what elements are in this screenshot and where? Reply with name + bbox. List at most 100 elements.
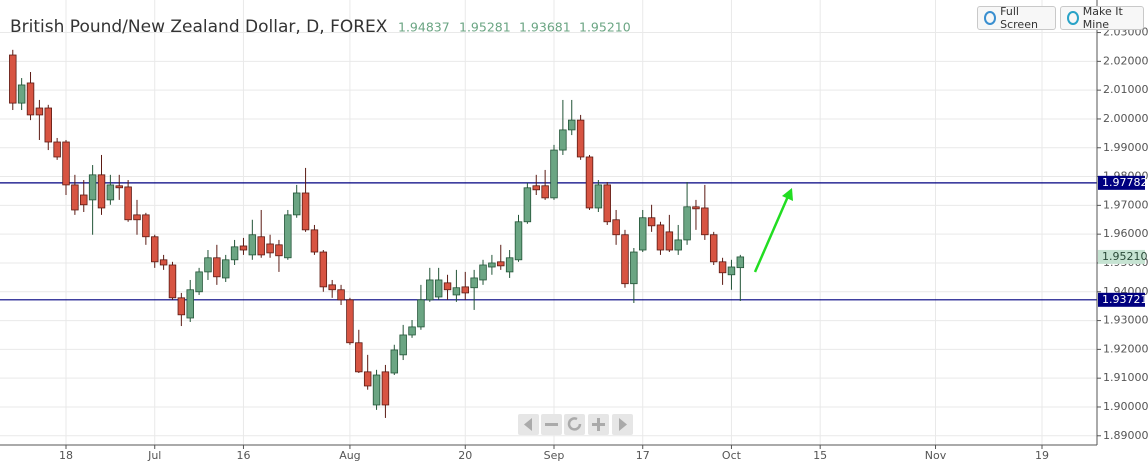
last-price-tag	[1098, 249, 1145, 264]
grid	[0, 0, 1097, 445]
candle-body	[17, 84, 26, 104]
candle-body	[346, 299, 354, 344]
candle-body	[568, 119, 576, 131]
y-tick-label: 2.02000	[1103, 54, 1148, 67]
candle-body	[683, 206, 691, 241]
candle-body	[292, 192, 301, 216]
candle-body	[62, 141, 70, 186]
candle-body	[701, 207, 709, 236]
price-tag	[1098, 292, 1145, 307]
candle-body	[204, 257, 212, 273]
quote-open: 1.94837	[398, 20, 450, 35]
candle-body	[142, 214, 150, 238]
candle-body	[674, 239, 682, 251]
candle-body	[53, 141, 61, 158]
candle-body	[124, 186, 132, 221]
last-price-tag-label: 1.95210	[1102, 250, 1148, 263]
candle-body	[301, 192, 310, 231]
x-tick-label: 18	[59, 449, 73, 462]
icon	[524, 418, 532, 431]
candle-body	[497, 261, 505, 267]
candle-body	[381, 371, 390, 406]
candle-body	[399, 334, 407, 356]
y-tick-label: 1.97000	[1103, 198, 1148, 211]
candle-body	[337, 289, 345, 301]
quote-low: 1.93681	[519, 20, 571, 35]
icon	[597, 418, 600, 431]
y-tick-label: 1.96000	[1103, 227, 1148, 240]
y-tick-label: 1.93000	[1103, 314, 1148, 327]
annotation-arrow	[753, 193, 791, 273]
candle-body	[275, 244, 283, 257]
candle-body	[97, 174, 106, 209]
candle-body	[372, 374, 381, 406]
candle-body	[736, 256, 745, 269]
candle-body	[603, 184, 611, 223]
reset-button[interactable]	[564, 414, 585, 435]
candle-body	[35, 107, 44, 116]
candle-body	[80, 194, 88, 206]
candle-body	[470, 277, 478, 289]
candle-body	[647, 217, 656, 227]
candle-body	[594, 184, 603, 209]
y-tick-label: 2.00000	[1103, 112, 1148, 125]
candles	[9, 49, 745, 418]
chart-title: British Pound/New Zealand Dollar, D, FOR…	[10, 17, 388, 37]
x-tick-label: Sep	[544, 449, 565, 462]
horizontal-lines	[0, 182, 1097, 301]
candle-body	[408, 326, 416, 336]
candle-body	[638, 217, 647, 251]
candle-body	[239, 245, 248, 251]
candle-body	[71, 184, 79, 211]
candle-body	[417, 299, 425, 328]
y-tick-label: 1.90000	[1103, 400, 1148, 413]
axes: 1.890001.900001.910001.920001.930001.940…	[59, 26, 1148, 462]
icon	[984, 11, 997, 25]
candle-body	[443, 282, 452, 291]
candle-body	[26, 82, 35, 116]
candle-body	[363, 371, 372, 387]
candle-body	[230, 246, 239, 261]
annotation-arrowhead	[782, 188, 793, 201]
candle-body	[621, 234, 629, 285]
icon	[619, 418, 627, 431]
candle-body	[550, 149, 558, 199]
candle-body	[319, 251, 328, 288]
make-it-mine-button[interactable]: Make It Mine	[1060, 5, 1144, 31]
candle-body	[248, 234, 257, 256]
quote-high: 1.95281	[459, 20, 511, 35]
candle-body	[257, 236, 265, 256]
candle-body	[328, 284, 336, 291]
candle-body	[88, 174, 97, 201]
full-screen-button[interactable]: Full Screen	[977, 5, 1056, 31]
candle-body	[479, 264, 487, 281]
candle-body	[665, 231, 674, 251]
candle-body	[213, 257, 221, 278]
candle-body	[585, 156, 594, 209]
y-tick-label: 1.89000	[1103, 429, 1148, 442]
candle-body	[709, 234, 718, 263]
button-label: Full Screen	[1000, 5, 1038, 31]
navigation-buttons	[518, 414, 633, 435]
candle-body	[310, 229, 319, 253]
icon	[545, 423, 558, 426]
candle-body	[505, 257, 514, 273]
candle-body	[159, 259, 168, 266]
candle-body	[461, 286, 470, 294]
x-tick-label: 17	[636, 449, 650, 462]
candle-body	[44, 107, 52, 143]
price-tag-label: 1.97782	[1102, 176, 1148, 189]
button-label: Make It Mine	[1082, 5, 1123, 31]
candle-body	[426, 279, 434, 301]
y-tick-label: 1.92000	[1103, 342, 1148, 355]
icon	[1067, 11, 1079, 25]
candle-body	[284, 214, 292, 259]
x-tick-label: 20	[458, 449, 472, 462]
price-tag-label: 1.93721	[1102, 293, 1148, 306]
x-tick-label: Jul	[147, 449, 161, 462]
y-tick-label: 1.99000	[1103, 141, 1148, 154]
candle-body	[488, 262, 496, 268]
quote-close: 1.95210	[579, 20, 631, 35]
candle-body	[532, 185, 540, 191]
